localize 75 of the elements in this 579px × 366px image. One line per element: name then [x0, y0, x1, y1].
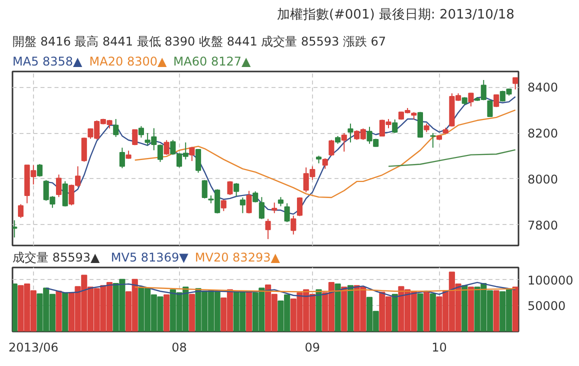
- candlestick: [234, 182, 240, 197]
- candlestick: [265, 218, 271, 240]
- candlestick: [56, 174, 62, 198]
- bar: [56, 290, 62, 332]
- bar: [246, 291, 252, 332]
- candlestick: [290, 215, 296, 235]
- x-tick-label: 10: [432, 340, 447, 354]
- candlestick: [113, 118, 119, 138]
- bar: [468, 286, 474, 332]
- bar: [316, 289, 322, 332]
- bar: [62, 292, 68, 332]
- bar: [512, 286, 518, 332]
- text: MA20 8300▲: [89, 54, 168, 68]
- x-tick-label: 2013/06: [8, 340, 58, 354]
- y-tick-label: 8200: [528, 126, 558, 141]
- bar: [347, 285, 354, 332]
- line-series: [388, 149, 516, 167]
- y-tick-label: 100000: [528, 273, 574, 288]
- candlestick: [164, 140, 170, 156]
- series-label: MV5 81369▼: [110, 250, 190, 264]
- bar: [493, 290, 500, 332]
- candlestick: [341, 132, 347, 152]
- line-series: [134, 109, 516, 198]
- candlestick: [81, 137, 87, 162]
- y-tick-label: 7800: [528, 218, 558, 232]
- candlestick: [258, 196, 264, 220]
- candlestick: [512, 77, 518, 90]
- text: MA60 8127▲: [173, 54, 252, 68]
- bar: [164, 294, 170, 332]
- bar: [462, 285, 468, 332]
- bar: [334, 284, 341, 332]
- bar: [430, 293, 436, 332]
- candlestick: [468, 92, 474, 107]
- candlestick: [132, 129, 138, 146]
- candlestick: [392, 118, 398, 134]
- candlestick: [12, 220, 18, 238]
- candlestick: [196, 148, 202, 174]
- candlestick: [189, 146, 195, 162]
- candlestick: [278, 196, 284, 207]
- candlestick: [272, 202, 278, 214]
- candlestick: [227, 180, 233, 196]
- candlestick: [157, 144, 164, 162]
- y-tick-label: 8000: [528, 172, 558, 186]
- x-tick-label: 08: [172, 340, 187, 354]
- candlestick: [220, 199, 226, 212]
- bar: [392, 294, 398, 332]
- x-tick-label: 09: [304, 340, 320, 354]
- candlestick: [328, 139, 334, 156]
- text: MV20 83293▲: [194, 250, 281, 264]
- candlestick: [36, 164, 43, 178]
- candlestick: [252, 190, 258, 203]
- bar: [12, 284, 18, 332]
- text: MA5 8358▲: [12, 54, 84, 68]
- bar: [424, 290, 430, 332]
- chart-title: 加權指數(#001) 最後日期: 2013/10/18: [276, 8, 514, 22]
- candlestick: [348, 123, 354, 143]
- candlestick: [18, 204, 24, 218]
- candlestick: [62, 180, 68, 207]
- candlestick: [322, 158, 328, 170]
- line-series: [46, 282, 516, 298]
- bar: [417, 293, 424, 332]
- candlestick: [296, 196, 303, 217]
- chart-subtitle: 開盤 8416 最高 8441 最低 8390 收盤 8441 成交量 85593 漲跌 67: [12, 34, 386, 48]
- candlestick: [119, 147, 125, 169]
- candlestick: [138, 126, 144, 138]
- y-tick-label: 8400: [528, 80, 558, 95]
- candlestick: [487, 100, 493, 118]
- candlestick: [246, 190, 252, 214]
- series-label: 成交量 85593▲: [12, 250, 100, 264]
- bar: [188, 294, 195, 332]
- candlestick: [240, 197, 246, 214]
- candlestick: [202, 180, 208, 199]
- y-tick-label: 50000: [528, 299, 566, 314]
- bar: [341, 286, 348, 332]
- candlestick: [284, 202, 290, 223]
